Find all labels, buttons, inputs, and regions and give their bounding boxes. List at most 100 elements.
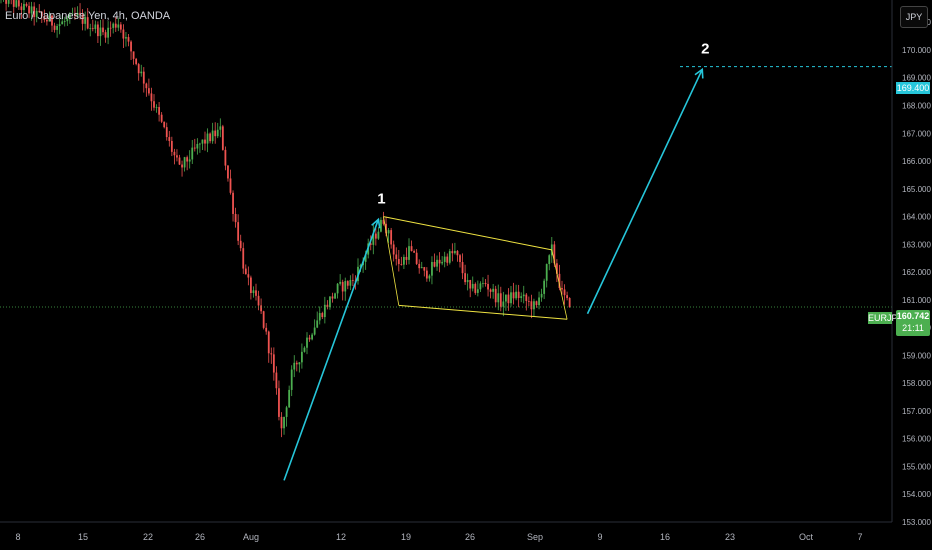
candle-body <box>170 140 173 152</box>
candle-body <box>329 296 331 308</box>
candle-body <box>517 291 520 298</box>
candle-body <box>224 149 227 166</box>
time-tick-label: 15 <box>78 532 88 542</box>
symbol-badge: EURJPY <box>868 312 904 324</box>
candle-body <box>301 351 303 363</box>
candle-body <box>476 289 479 293</box>
candle-body <box>79 12 81 15</box>
wave-2-label: 2 <box>701 40 709 57</box>
candle-body <box>158 107 160 115</box>
candle-body <box>252 290 255 294</box>
candle-body <box>464 273 466 283</box>
price-tick-label: 154.000 <box>902 490 931 499</box>
wave-1-label: 1 <box>377 190 385 207</box>
candle-body <box>163 121 166 128</box>
candle-body <box>68 14 71 19</box>
countdown-label: 21:11 <box>902 323 924 333</box>
candle-body <box>91 28 94 30</box>
symbol-label: EURJPY <box>868 313 904 323</box>
time-tick-label: 7 <box>857 532 862 542</box>
channel-left-edge <box>383 216 400 306</box>
candle-body <box>114 23 117 28</box>
wave-1-arrowhead <box>371 217 381 229</box>
candle-body <box>454 251 456 254</box>
price-tick-label: 170.000 <box>902 46 931 55</box>
channel-upper-line <box>383 216 552 251</box>
candle-body <box>33 6 36 18</box>
candle-body <box>303 347 306 352</box>
candle-body <box>410 246 413 252</box>
candle-body <box>418 263 421 269</box>
candle-body <box>168 137 171 141</box>
candle-body <box>515 291 517 299</box>
candle-body <box>153 101 155 108</box>
candle-body <box>135 58 138 65</box>
candle-body <box>397 258 400 265</box>
candle-body <box>12 0 15 7</box>
candle-body <box>293 362 296 370</box>
candle-body <box>239 240 242 249</box>
candle-body <box>405 256 408 260</box>
candle-body <box>155 107 158 108</box>
candle-body <box>283 416 285 429</box>
candle-body <box>451 251 454 254</box>
candle-body <box>17 0 20 7</box>
candle-body <box>392 244 395 255</box>
candle-body <box>84 17 87 24</box>
wave-2-arrow <box>586 69 703 315</box>
candle-body <box>183 157 186 168</box>
candle-body <box>482 282 484 284</box>
candle-body <box>227 165 229 179</box>
candle-body <box>525 294 528 301</box>
candle-body <box>372 233 375 245</box>
price-tick-label: 167.000 <box>902 129 931 138</box>
candle-body <box>107 27 109 38</box>
candle-body <box>234 213 237 223</box>
time-axis[interactable]: 8 15 22 26 Aug 12 19 26 Sep 9 16 23 Oct 7 <box>15 532 862 542</box>
candle-body <box>395 254 398 259</box>
candle-body <box>265 327 268 332</box>
candle-body <box>380 219 382 232</box>
candle-body <box>433 261 436 267</box>
candle-body <box>125 37 127 39</box>
time-tick-label: 26 <box>465 532 475 542</box>
candle-body <box>260 305 262 312</box>
candle-body <box>443 256 446 262</box>
candle-body <box>538 297 540 306</box>
candle-body <box>374 233 377 239</box>
target-price-badge: 169.400 <box>896 82 930 94</box>
candle-body <box>540 293 543 298</box>
candle-body <box>74 13 76 16</box>
candle-body <box>99 27 102 37</box>
candle-body <box>346 281 349 286</box>
currency-button[interactable]: JPY <box>900 6 928 28</box>
price-tick-label: 163.000 <box>902 240 931 249</box>
candle-body <box>441 261 444 264</box>
candle-body <box>23 3 25 11</box>
price-tick-label: 161.000 <box>902 296 931 305</box>
candle-body <box>311 334 313 340</box>
candle-body <box>479 283 482 290</box>
candle-body <box>201 139 204 144</box>
candle-body <box>533 301 535 310</box>
candle-body <box>390 230 393 245</box>
price-tick-label: 157.000 <box>902 407 931 416</box>
candle-body <box>122 29 125 39</box>
price-tick-label: 165.000 <box>902 185 931 194</box>
candle-body <box>48 15 51 22</box>
candle-body <box>461 262 464 274</box>
price-tick-label: 169.000 <box>902 74 931 83</box>
candle-body <box>38 10 41 12</box>
price-tick-label: 162.000 <box>902 268 931 277</box>
candle-body <box>56 26 58 30</box>
candle-body <box>520 296 523 298</box>
candle-body <box>221 126 224 150</box>
candle-body <box>415 252 418 264</box>
candle-body <box>295 362 298 365</box>
candle-body <box>46 19 48 22</box>
wave-2-arrowhead <box>694 67 704 79</box>
candle-body <box>30 6 33 14</box>
candle-body <box>323 304 326 318</box>
candle-body <box>285 407 288 417</box>
